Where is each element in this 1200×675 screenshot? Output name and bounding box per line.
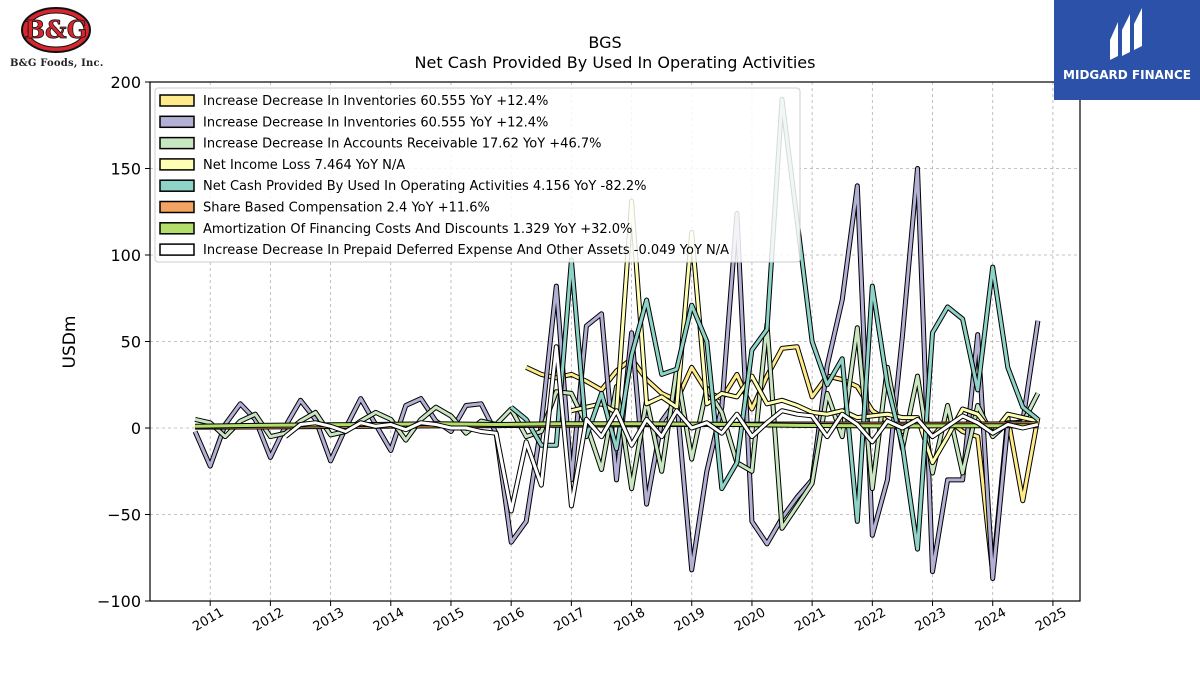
x-tick-label: 2020 — [732, 605, 768, 635]
publisher-name: MIDGARD FINANCE — [1063, 68, 1191, 82]
y-tick-label: 100 — [110, 246, 141, 265]
series-3 — [570, 198, 1039, 466]
publisher-logo: MIDGARD FINANCE — [1054, 0, 1200, 100]
legend-swatch — [159, 115, 195, 129]
series-line — [571, 199, 1039, 465]
series-line — [284, 345, 1039, 513]
legend-label: Increase Decrease In Inventories 60.555 … — [203, 94, 548, 109]
legend-swatch — [159, 222, 195, 235]
company-logo: B&G B&G Foods, Inc. — [4, 4, 114, 74]
legend-label: Increase Decrease In Inventories 60.555 … — [203, 115, 548, 130]
axis-ticks: 2011 2012 2013 2014 2015 2016 2017 2018 2019 2020… — [97, 73, 1069, 635]
x-tick-label: 2023 — [913, 605, 949, 635]
bg-oval-icon: B&G — [21, 7, 91, 53]
series-7 — [283, 344, 1039, 514]
midgard-mark-icon — [1110, 8, 1142, 60]
x-tick-label: 2019 — [672, 605, 708, 635]
y-tick-label: −100 — [97, 592, 141, 611]
x-tick-label: 2017 — [552, 605, 588, 635]
legend-swatch — [159, 243, 195, 256]
legend-swatch — [159, 200, 195, 214]
x-tick-label: 2022 — [853, 605, 889, 635]
legend-label: Net Cash Provided By Used In Operating A… — [203, 179, 646, 194]
legend-swatch — [159, 179, 195, 192]
legend-swatch — [159, 158, 195, 171]
series-line — [193, 167, 1040, 580]
company-name: B&G Foods, Inc. — [10, 58, 104, 69]
x-tick-label: 2015 — [431, 605, 467, 635]
x-tick-label: 2024 — [973, 605, 1009, 635]
y-tick-label: 150 — [110, 160, 141, 179]
x-tick-label: 2011 — [190, 605, 226, 635]
y-tick-label: 0 — [131, 419, 141, 438]
y-tick-label: 50 — [121, 333, 141, 352]
chart-title: BGS — [588, 33, 621, 52]
x-tick-label: 2021 — [792, 605, 828, 635]
legend-swatch — [159, 136, 195, 150]
legend-label: Increase Decrease In Prepaid Deferred Ex… — [203, 243, 729, 258]
y-tick-label: −50 — [107, 506, 141, 525]
legend-box — [154, 87, 801, 263]
y-tick-label: 200 — [110, 73, 141, 92]
x-tick-label: 2013 — [311, 605, 347, 635]
x-tick-label: 2014 — [371, 605, 407, 635]
company-logo-mark: B&G — [25, 15, 87, 44]
legend-label: Amortization Of Financing Costs And Disc… — [203, 222, 632, 237]
legend-label: Increase Decrease In Accounts Receivable… — [203, 137, 601, 152]
chart-subtitle: Net Cash Provided By Used In Operating A… — [415, 53, 816, 72]
series-lines — [192, 96, 1041, 581]
x-tick-label: 2012 — [251, 605, 287, 635]
x-tick-label: 2025 — [1033, 605, 1069, 635]
x-tick-label: 2018 — [612, 605, 648, 635]
series-1 — [192, 166, 1041, 581]
legend: Increase Decrease In Inventories 60.555 … — [154, 87, 801, 263]
x-tick-label: 2016 — [491, 605, 527, 635]
legend-label: Net Income Loss 7.464 YoY N/A — [203, 158, 405, 173]
y-axis-label: USDm — [60, 316, 80, 369]
legend-label: Share Based Compensation 2.4 YoY +11.6% — [203, 201, 490, 216]
legend-swatch — [159, 94, 195, 107]
